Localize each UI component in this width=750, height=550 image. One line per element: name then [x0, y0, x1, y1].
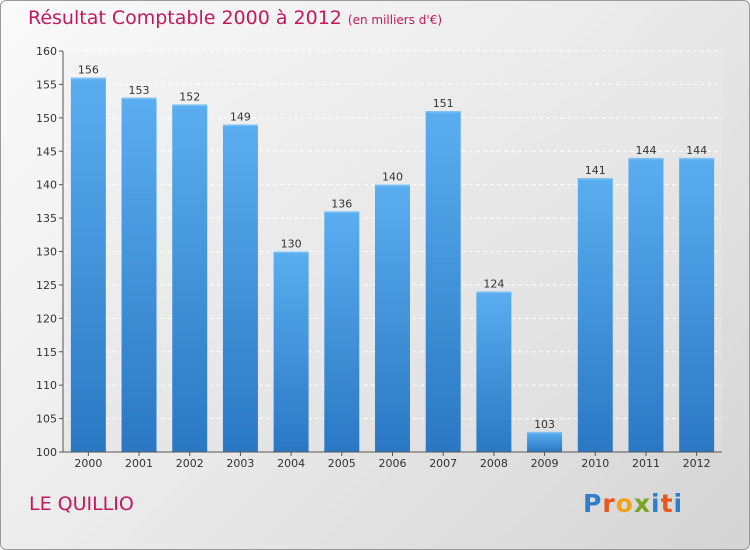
chart-title-line: Résultat Comptable 2000 à 2012 (en millie…: [28, 7, 442, 29]
x-tick-label: 2009: [531, 457, 559, 470]
x-tick-label: 2001: [125, 457, 153, 470]
bar: [679, 157, 715, 452]
bar-value-label: 124: [483, 278, 504, 291]
x-tick-label: 2000: [74, 457, 102, 470]
bar: [172, 104, 208, 452]
chart-title: Résultat Comptable 2000 à 2012: [28, 7, 342, 29]
x-tick-label: 2007: [429, 457, 457, 470]
bar-top-highlight: [577, 177, 613, 180]
bar: [577, 177, 613, 452]
brand-logo: Proxiti: [583, 489, 683, 518]
bar-top-highlight: [527, 431, 563, 434]
y-tick-label: 150: [36, 112, 57, 125]
bar: [628, 157, 664, 452]
bar: [70, 77, 106, 452]
logo-letter: P: [583, 489, 603, 518]
x-tick-label: 2005: [328, 457, 356, 470]
logo-letter: t: [660, 489, 674, 518]
logo-letter: i: [673, 489, 684, 518]
bar: [273, 251, 309, 452]
bar-value-label: 151: [433, 97, 454, 110]
logo-letter: o: [615, 489, 634, 518]
bar-top-highlight: [222, 124, 258, 127]
bar-value-label: 156: [78, 64, 99, 77]
y-tick-label: 135: [36, 212, 57, 225]
bar-top-highlight: [121, 97, 157, 100]
bar-value-label: 149: [230, 111, 251, 124]
y-tick-label: 145: [36, 145, 57, 158]
logo-letter: x: [633, 489, 651, 518]
y-tick-label: 110: [36, 379, 57, 392]
bar-value-label: 136: [331, 197, 352, 210]
logo-letter: i: [651, 489, 661, 518]
bar-value-label: 153: [129, 84, 150, 97]
bar: [476, 291, 512, 452]
bar-value-label: 141: [585, 164, 606, 177]
y-tick-label: 140: [36, 179, 57, 192]
y-tick-label: 160: [36, 45, 57, 58]
bar: [324, 211, 360, 452]
bar-value-label: 130: [281, 238, 302, 251]
bar: [222, 124, 258, 453]
bar-top-highlight: [324, 211, 360, 213]
bar-top-highlight: [476, 291, 512, 294]
x-tick-label: 2010: [581, 457, 609, 470]
x-tick-label: 2006: [379, 457, 407, 470]
bar: [527, 431, 563, 452]
chart-unit-label: (en milliers d'€): [347, 13, 443, 27]
x-tick-label: 2004: [277, 457, 305, 470]
bar-value-label: 140: [382, 171, 403, 184]
x-tick-label: 2011: [632, 457, 660, 470]
bar-top-highlight: [679, 157, 715, 160]
bar-value-label: 144: [635, 144, 656, 157]
bar-top-highlight: [70, 77, 106, 80]
y-tick-label: 100: [36, 446, 57, 459]
bar: [375, 184, 410, 452]
y-tick-label: 115: [36, 346, 57, 359]
y-tick-label: 130: [36, 246, 57, 259]
x-tick-label: 2012: [683, 457, 711, 470]
x-tick-label: 2003: [226, 457, 254, 470]
y-tick-label: 105: [36, 413, 57, 426]
bar-top-highlight: [375, 184, 410, 187]
bar: [425, 111, 461, 453]
x-tick-label: 2008: [480, 457, 508, 470]
y-tick-label: 155: [36, 78, 57, 91]
bar: [121, 97, 157, 453]
bar-value-label: 152: [179, 90, 200, 103]
location-name: LE QUILLIO: [29, 493, 134, 515]
y-tick-label: 125: [36, 279, 57, 292]
bar-top-highlight: [425, 111, 461, 113]
x-tick-label: 2002: [176, 457, 204, 470]
y-tick-label: 120: [36, 312, 57, 325]
bar-top-highlight: [172, 104, 208, 106]
bar-top-highlight: [628, 157, 664, 160]
logo-letter: r: [602, 489, 616, 518]
bar-value-label: 144: [686, 144, 707, 157]
bar-value-label: 103: [534, 418, 555, 431]
bar-top-highlight: [273, 251, 309, 253]
